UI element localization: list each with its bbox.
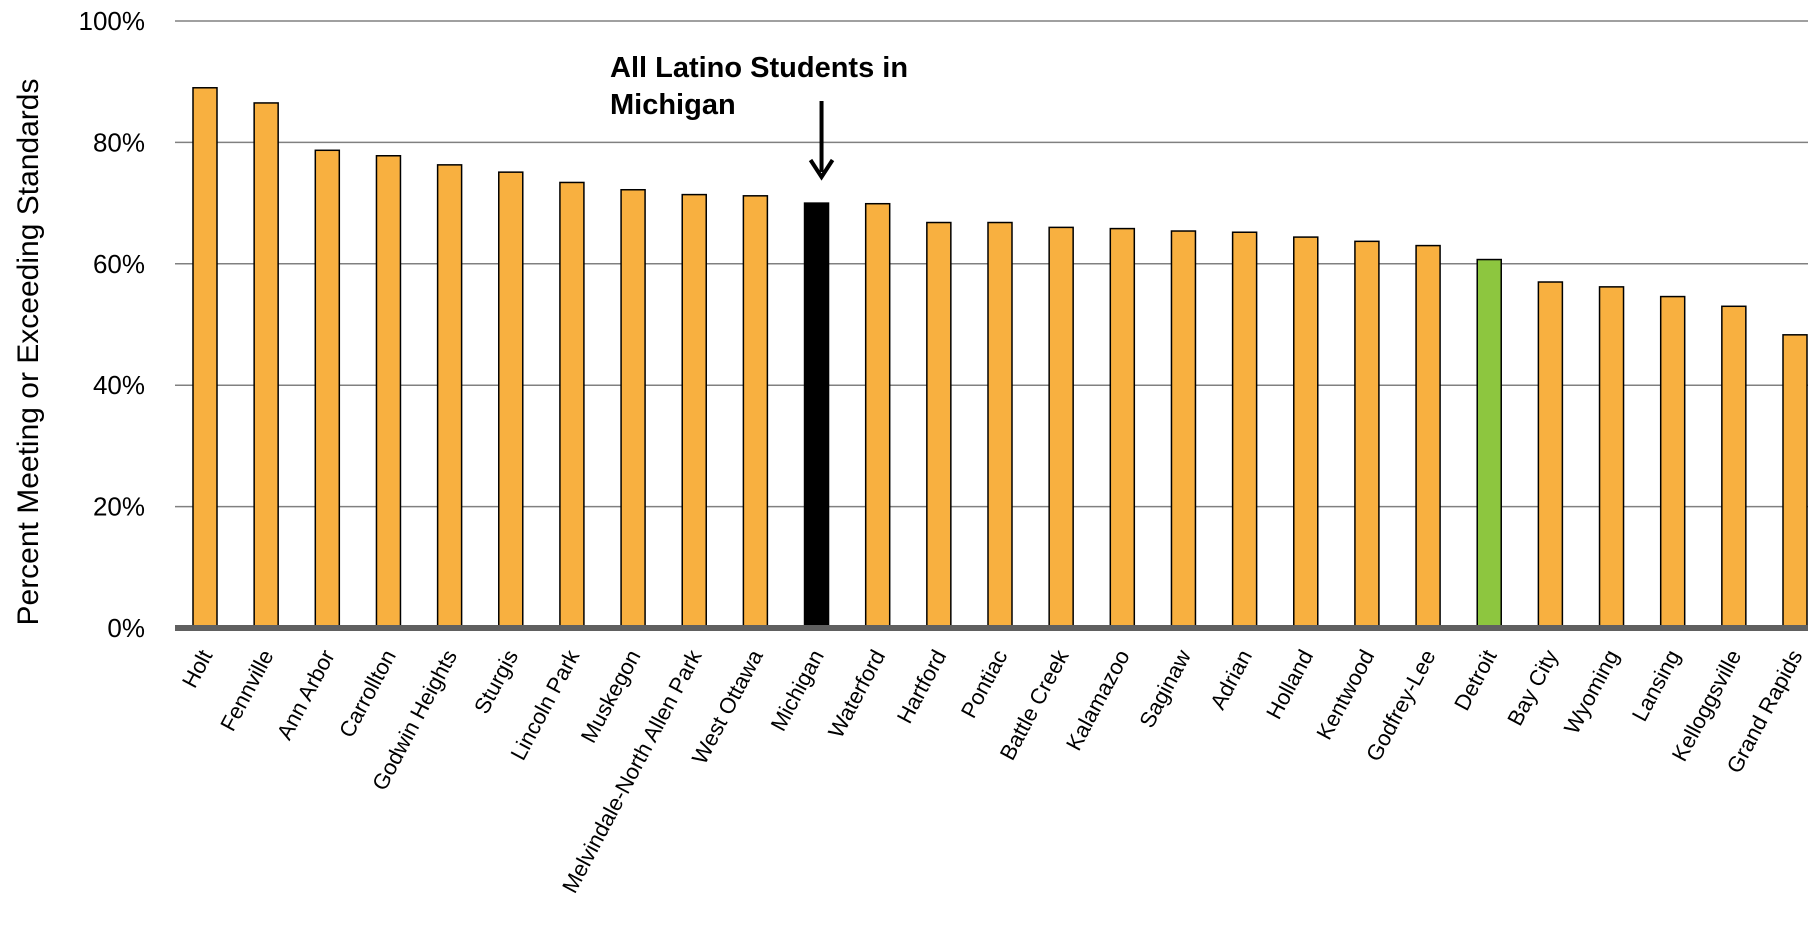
x-tick-label: Bay City [1502, 646, 1563, 730]
y-tick-label: 20% [93, 492, 145, 522]
x-tick-label: Lansing [1627, 646, 1685, 726]
y-tick-label: 80% [93, 127, 145, 157]
y-tick-label: 100% [79, 6, 146, 36]
annotation-arrow-icon [808, 101, 835, 181]
bar-pontiac [987, 221, 1013, 629]
x-tick-label: Kentwood [1311, 646, 1379, 744]
bar-saginaw [1170, 230, 1197, 629]
bar-ann-arbor [314, 149, 341, 629]
bar-lincoln-park [559, 181, 585, 629]
bar-holt [192, 87, 218, 629]
x-tick-label: Pontiac [956, 646, 1013, 723]
annotation: All Latino Students in Michigan [610, 52, 908, 181]
bar-wyoming [1598, 286, 1625, 629]
bar-holland [1293, 236, 1319, 629]
bar-hartford [926, 221, 952, 629]
x-tick-label: Melvindale-North Allen Park [557, 645, 707, 897]
bar-kentwood [1354, 240, 1380, 629]
bar-fennville [253, 102, 279, 629]
x-tick-label: Adrian [1205, 646, 1257, 714]
x-tick-label: Holland [1261, 646, 1318, 724]
x-tick-label: Holt [177, 646, 217, 692]
x-tick-label: Kalamazoo [1061, 646, 1135, 755]
bar-carrollton [375, 155, 402, 629]
bar-kelloggsville [1721, 305, 1747, 629]
x-tick-label: Michigan [766, 646, 829, 735]
y-axis-tick-labels: 0% 20% 40% 60% 80% 100% [79, 6, 146, 643]
bar-muskegon [620, 188, 646, 629]
bar-waterford [864, 202, 891, 629]
bar-battle-creek [1048, 226, 1074, 629]
x-tick-label: Fennville [215, 646, 278, 735]
bars [192, 87, 1808, 629]
x-tick-label: Detroit [1449, 646, 1501, 715]
bar-grand-rapids [1782, 334, 1808, 629]
x-tick-label: Waterford [823, 646, 890, 742]
x-tick-label: Muskegon [576, 646, 646, 747]
y-tick-label: 0% [107, 613, 145, 643]
bar-detroit [1476, 258, 1502, 629]
bar-adrian [1231, 231, 1258, 629]
annotation-text-line-2: Michigan [610, 89, 736, 121]
x-tick-label: Saginaw [1134, 646, 1196, 732]
y-tick-label: 60% [93, 249, 145, 279]
bar-godfrey-lee [1415, 244, 1441, 629]
bar-kalamazoo [1109, 227, 1136, 629]
bar-godwin-heights [436, 164, 463, 629]
bar-sturgis [498, 171, 524, 629]
x-tick-label: Ann Arbor [272, 646, 340, 744]
x-tick-label: Sturgis [469, 646, 523, 718]
y-axis-title: Percent Meeting or Exceeding Standards [12, 79, 45, 626]
bar-west-ottawa [742, 195, 769, 629]
y-tick-label: 40% [93, 370, 145, 400]
bar-melvindale-north-allen-park [681, 193, 707, 629]
annotation-text-line-1: All Latino Students in [610, 52, 908, 84]
x-tick-label: Carrollton [334, 646, 401, 742]
arrow-head [808, 158, 835, 181]
x-tick-label: Wyoming [1559, 646, 1624, 739]
bar-bay-city [1537, 281, 1564, 629]
bar-lansing [1659, 295, 1686, 629]
x-tick-label: Hartford [892, 646, 951, 728]
bar-michigan [803, 202, 830, 629]
